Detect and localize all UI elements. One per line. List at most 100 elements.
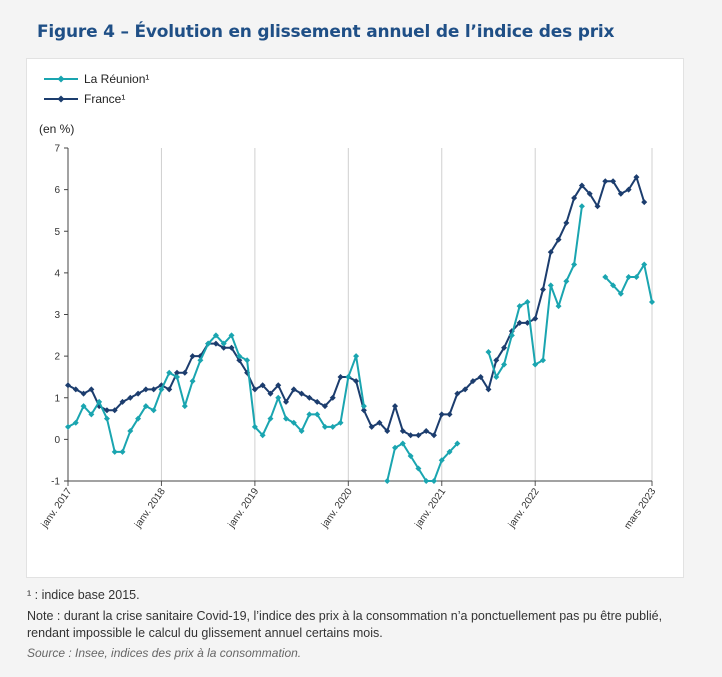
data-point: [321, 403, 328, 410]
data-point: [220, 340, 227, 347]
data-point: [181, 369, 188, 376]
data-point: [275, 382, 282, 389]
y-tick-label: 4: [54, 268, 60, 279]
data-point: [438, 411, 445, 418]
data-point: [298, 390, 305, 397]
data-point: [547, 282, 554, 289]
y-tick-label: 7: [54, 144, 60, 155]
data-point: [111, 407, 118, 414]
data-point: [275, 394, 282, 401]
data-point: [220, 344, 227, 351]
data-point: [96, 398, 103, 405]
data-point: [290, 419, 297, 426]
data-point: [142, 386, 149, 393]
data-point: [477, 373, 484, 380]
data-point: [283, 398, 290, 405]
data-point: [158, 386, 165, 393]
data-point: [516, 303, 523, 310]
data-point: [174, 373, 181, 380]
data-point: [251, 386, 258, 393]
data-point: [524, 299, 531, 306]
data-point: [88, 411, 95, 418]
x-tick-label: janv. 2022: [506, 486, 542, 531]
note-text: Note : durant la crise sanitaire Covid-1…: [27, 609, 663, 640]
data-point: [72, 386, 79, 393]
data-point: [290, 386, 297, 393]
data-point: [516, 319, 523, 326]
legend-item: La Réunion¹: [44, 72, 149, 86]
data-point: [267, 415, 274, 422]
data-point: [571, 194, 578, 201]
data-point: [174, 369, 181, 376]
data-point: [103, 407, 110, 414]
data-point: [181, 403, 188, 410]
data-point: [493, 373, 500, 380]
chart-grid: [160, 148, 653, 481]
data-point: [111, 448, 118, 455]
data-point: [407, 453, 414, 460]
source-text: Source : Insee, indices des prix à la co…: [27, 646, 302, 660]
data-point: [438, 457, 445, 464]
data-point: [485, 386, 492, 393]
data-point: [392, 444, 399, 451]
data-point: [65, 423, 71, 430]
legend-marker: [57, 75, 65, 83]
data-point: [314, 398, 321, 405]
data-point: [329, 394, 336, 401]
data-point: [80, 390, 87, 397]
x-tick-label: janv. 2017: [39, 486, 75, 531]
data-point: [586, 190, 593, 197]
data-point: [649, 299, 655, 306]
data-point: [267, 390, 274, 397]
y-axis-label: (en %): [39, 122, 74, 136]
x-tick-label: janv. 2020: [319, 486, 355, 531]
data-point: [641, 261, 648, 268]
data-point: [446, 411, 453, 418]
data-point: [298, 428, 305, 435]
data-point: [539, 357, 546, 364]
data-point: [539, 286, 546, 293]
data-point: [205, 340, 212, 347]
data-point: [72, 419, 79, 426]
data-point: [150, 386, 157, 393]
data-point: [602, 178, 609, 185]
y-tick-label: 1: [54, 393, 60, 404]
data-point: [119, 398, 126, 405]
y-tick-label: 5: [54, 227, 60, 238]
data-point: [150, 407, 157, 414]
data-point: [617, 190, 624, 197]
chart-series: [65, 174, 655, 484]
legend-item: France¹: [44, 92, 125, 106]
data-point: [602, 274, 609, 281]
data-point: [189, 378, 196, 385]
data-point: [578, 203, 585, 210]
data-point: [360, 407, 367, 414]
data-point: [384, 428, 391, 435]
data-point: [594, 203, 601, 210]
data-point: [610, 178, 617, 185]
data-point: [360, 403, 367, 410]
data-point: [508, 332, 515, 339]
data-point: [501, 361, 508, 368]
data-point: [641, 199, 648, 206]
data-point: [197, 357, 204, 364]
y-tick-label: -1: [51, 477, 60, 488]
data-point: [314, 411, 321, 418]
y-tick-label: 3: [54, 310, 60, 321]
data-point: [547, 249, 554, 256]
data-point: [251, 423, 258, 430]
x-tick-label: janv. 2021: [413, 486, 449, 531]
data-point: [228, 344, 235, 351]
data-point: [423, 478, 430, 484]
data-point: [454, 390, 461, 397]
data-point: [508, 328, 515, 335]
data-point: [88, 386, 95, 393]
data-point: [142, 403, 149, 410]
data-point: [135, 390, 142, 397]
data-point: [127, 428, 134, 435]
legend-label: La Réunion¹: [84, 72, 149, 86]
data-point: [407, 432, 414, 439]
data-point: [454, 440, 461, 447]
data-point: [384, 478, 391, 484]
data-point: [283, 415, 290, 422]
